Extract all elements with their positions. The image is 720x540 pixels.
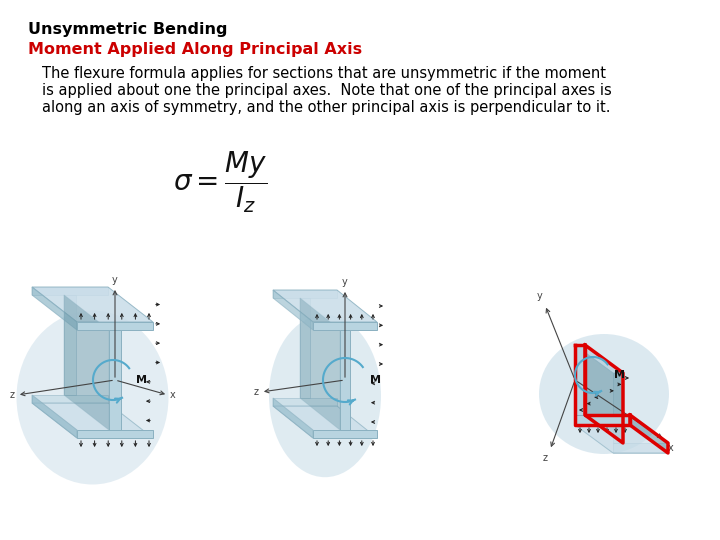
Polygon shape (340, 330, 350, 430)
Text: $\sigma = \dfrac{My}{I_z}$: $\sigma = \dfrac{My}{I_z}$ (173, 150, 267, 215)
Text: x: x (170, 390, 176, 400)
Polygon shape (575, 345, 585, 415)
Text: z: z (10, 390, 15, 400)
Polygon shape (585, 345, 623, 443)
Text: The flexure formula applies for sections that are unsymmetric if the moment: The flexure formula applies for sections… (42, 66, 606, 81)
Ellipse shape (539, 334, 669, 454)
Polygon shape (630, 415, 668, 453)
Polygon shape (77, 322, 153, 330)
Polygon shape (273, 406, 377, 438)
Polygon shape (575, 345, 623, 373)
Text: M: M (370, 375, 381, 385)
Text: M: M (614, 370, 625, 380)
Polygon shape (32, 287, 108, 295)
Polygon shape (575, 425, 668, 453)
Ellipse shape (17, 310, 168, 484)
Text: y: y (536, 291, 542, 301)
Polygon shape (273, 290, 337, 298)
Text: along an axis of symmetry, and the other principal axis is perpendicular to it.: along an axis of symmetry, and the other… (42, 100, 611, 115)
Text: Unsymmetric Bending: Unsymmetric Bending (28, 22, 228, 37)
Text: x: x (668, 443, 674, 453)
Text: z: z (254, 387, 259, 397)
Polygon shape (300, 298, 340, 430)
Polygon shape (613, 373, 623, 443)
Polygon shape (32, 287, 153, 322)
Text: y: y (112, 275, 118, 285)
Text: is applied about one the principal axes.  Note that one of the principal axes is: is applied about one the principal axes.… (42, 83, 612, 98)
Ellipse shape (269, 315, 381, 477)
Polygon shape (313, 430, 377, 438)
Polygon shape (273, 290, 313, 330)
Polygon shape (32, 403, 153, 438)
Polygon shape (77, 430, 153, 438)
Text: M: M (136, 375, 147, 385)
Polygon shape (32, 395, 77, 438)
Polygon shape (575, 415, 630, 425)
Text: y: y (342, 277, 348, 287)
Text: z: z (543, 453, 548, 463)
Polygon shape (64, 295, 76, 395)
Polygon shape (64, 295, 109, 430)
Polygon shape (300, 298, 310, 398)
Polygon shape (32, 287, 77, 330)
Polygon shape (273, 290, 377, 322)
Polygon shape (32, 395, 108, 403)
Polygon shape (273, 398, 337, 406)
Polygon shape (313, 322, 377, 330)
Polygon shape (613, 443, 668, 453)
Polygon shape (109, 330, 121, 430)
Text: Moment Applied Along Principal Axis: Moment Applied Along Principal Axis (28, 42, 362, 57)
Polygon shape (273, 398, 313, 438)
